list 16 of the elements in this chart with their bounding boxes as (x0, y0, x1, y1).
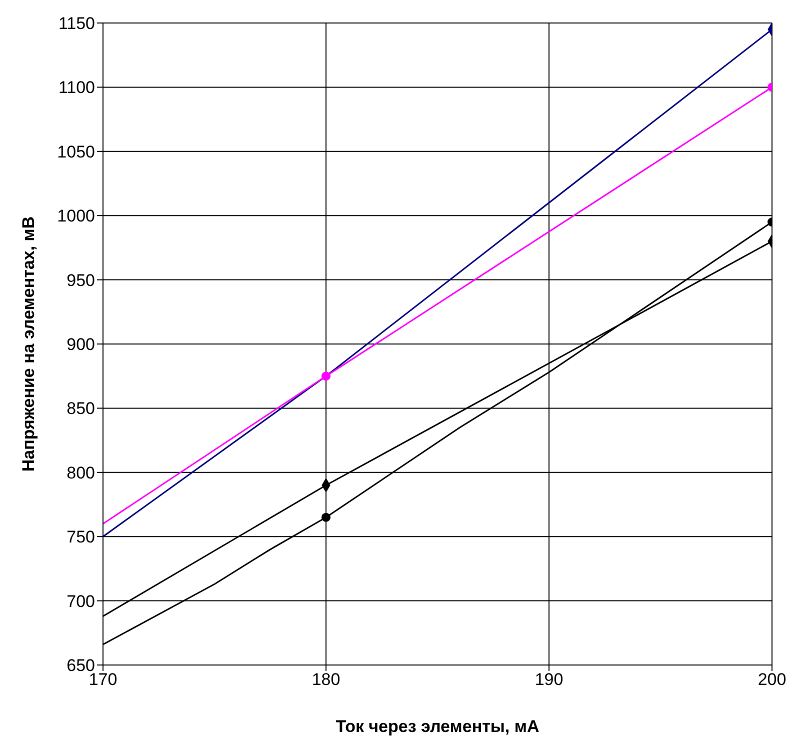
y-tick-label: 750 (66, 528, 95, 547)
y-tick-label: 900 (66, 335, 95, 354)
x-tick-label: 170 (88, 670, 118, 690)
x-tick-label: 190 (534, 670, 564, 690)
y-tick-label: 850 (66, 399, 95, 418)
y-tick-label: 700 (66, 592, 95, 611)
x-tick-label: 200 (758, 670, 786, 690)
x-tick-label: 180 (312, 670, 340, 690)
y-axis-title: Напряжение на элементах, мВ (19, 216, 38, 472)
x-axis-title: Ток через элементы, мА (336, 717, 540, 736)
y-tick-label: 800 (66, 463, 95, 482)
y-tick-label: 1000 (57, 206, 95, 226)
y-tick-label: 1150 (58, 14, 95, 34)
y-tick-label: 1100 (58, 78, 95, 98)
y-tick-label: 950 (66, 270, 95, 290)
y-tick-label: 1050 (57, 142, 95, 162)
